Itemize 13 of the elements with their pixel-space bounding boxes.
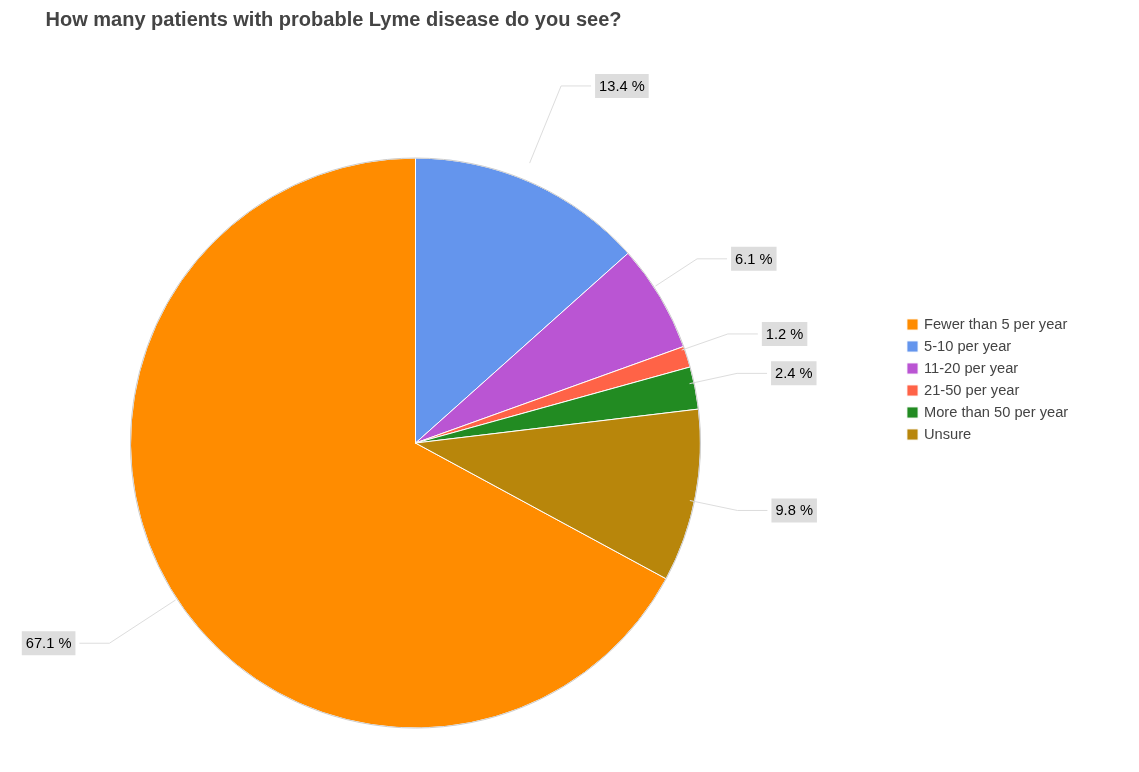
data-label: 13.4 % [599, 77, 645, 94]
legend-label: 11-20 per year [924, 360, 1019, 376]
data-label: 9.8 % [775, 502, 813, 519]
data-label: 1.2 % [765, 325, 804, 342]
data-label: 2.4 % [775, 365, 813, 382]
legend-label: More than 50 per year [924, 404, 1069, 420]
legend-label: 5-10 per year [924, 338, 1012, 354]
data-label: 67.1 % [25, 635, 72, 652]
legend-label: 21-50 per year [924, 382, 1020, 398]
legend-label: Unsure [924, 426, 972, 442]
legend-label: Fewer than 5 per year [924, 316, 1068, 332]
chart-title: How many patients with probable Lyme disease do you see? [45, 7, 622, 30]
data-label: 6.1 % [735, 250, 773, 267]
